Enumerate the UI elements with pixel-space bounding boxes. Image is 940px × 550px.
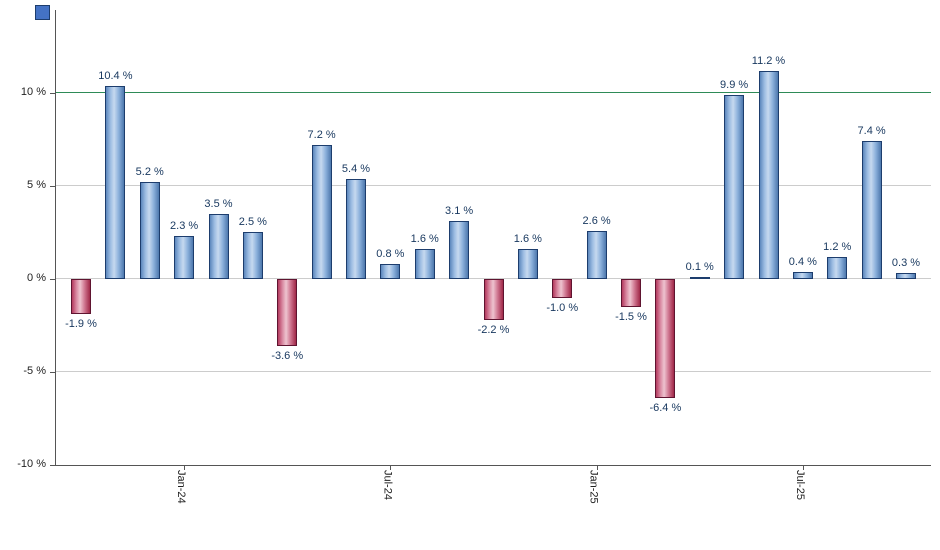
bar [586, 230, 607, 279]
bar-value-label: 2.5 % [238, 216, 267, 229]
bar [655, 278, 676, 399]
bar-value-label: -1.0 % [546, 301, 579, 314]
bar-value-label: 2.3 % [170, 220, 199, 233]
bar-value-label: 10.4 % [98, 69, 133, 82]
bar-value-label: -2.2 % [477, 323, 510, 336]
x-axis-tick [802, 465, 804, 470]
gridline [56, 185, 931, 187]
y-axis-tick [50, 185, 55, 187]
x-axis-tick-label: Jan-25 [587, 470, 600, 504]
x-axis-tick [596, 465, 598, 470]
x-axis-tick-label: Jul-25 [793, 470, 806, 500]
bar [689, 277, 710, 280]
bar [483, 278, 504, 320]
bar [277, 278, 298, 346]
bar [380, 264, 401, 279]
x-axis-tick-label: Jul-24 [381, 470, 394, 500]
bar [449, 221, 470, 279]
bar-value-label: 7.4 % [857, 125, 886, 138]
bar-value-label: 0.3 % [891, 257, 921, 270]
y-axis-tick-label: -10 % [17, 458, 46, 470]
bar-value-label: 2.6 % [582, 214, 611, 227]
bar [792, 271, 813, 279]
bar [827, 256, 848, 279]
legend-marker-icon [35, 5, 50, 20]
bar-value-label: 0.8 % [376, 248, 405, 261]
bar [174, 236, 195, 279]
bar [346, 178, 366, 279]
reference-line [56, 92, 931, 94]
bar [517, 249, 538, 279]
bar [896, 273, 916, 279]
x-axis-tick-label: Jan-24 [175, 470, 188, 504]
y-axis-tick [50, 278, 55, 280]
bar [552, 278, 573, 298]
gridline [56, 371, 931, 373]
bar [621, 278, 641, 307]
y-axis-tick [50, 465, 55, 466]
x-axis-tick [390, 465, 392, 470]
bar [724, 94, 745, 279]
x-axis-tick [184, 465, 186, 470]
bar-value-label: 9.9 % [720, 78, 749, 91]
bar-value-label: -1.5 % [615, 310, 647, 323]
bar [208, 213, 229, 279]
bar [861, 141, 882, 279]
y-axis-tick-label: 0 % [27, 271, 46, 284]
plot-area: -1.9 % 10.4 % 5.2 % 2.3 % 3.5 % 2.5 % -3.6 % 7.… [50, 10, 931, 470]
y-axis-tick-label: 10 % [20, 85, 46, 98]
bar-value-label: 1.2 % [823, 240, 852, 253]
bar-value-label: 7.2 % [307, 129, 336, 142]
bar [414, 249, 435, 279]
bar-value-label: 5.4 % [341, 162, 371, 175]
y-axis-tick [50, 371, 55, 373]
bar [758, 70, 779, 279]
bar-value-label: 1.6 % [410, 233, 439, 246]
bar-value-label: 1.6 % [513, 233, 542, 246]
bar-value-label: 0.4 % [788, 255, 817, 268]
bar-value-label: -3.6 % [271, 349, 304, 362]
bar-value-label: 0.1 % [685, 261, 714, 274]
bar-value-label: 11.2 % [751, 54, 786, 67]
bar [311, 145, 332, 279]
bar [242, 232, 263, 279]
bar-value-label: -1.9 % [65, 318, 97, 331]
y-axis-tick [50, 92, 55, 94]
bar [105, 85, 126, 279]
bar-value-label: 3.1 % [445, 205, 474, 218]
y-axis-tick-label: -5 % [23, 364, 46, 377]
bar-value-label: -6.4 % [649, 402, 682, 415]
bar-value-label: 3.5 % [204, 197, 233, 210]
bar-value-label: 5.2 % [135, 166, 164, 179]
bar [139, 182, 160, 279]
bar [71, 278, 91, 315]
y-axis-tick-label: 5 % [27, 178, 46, 191]
